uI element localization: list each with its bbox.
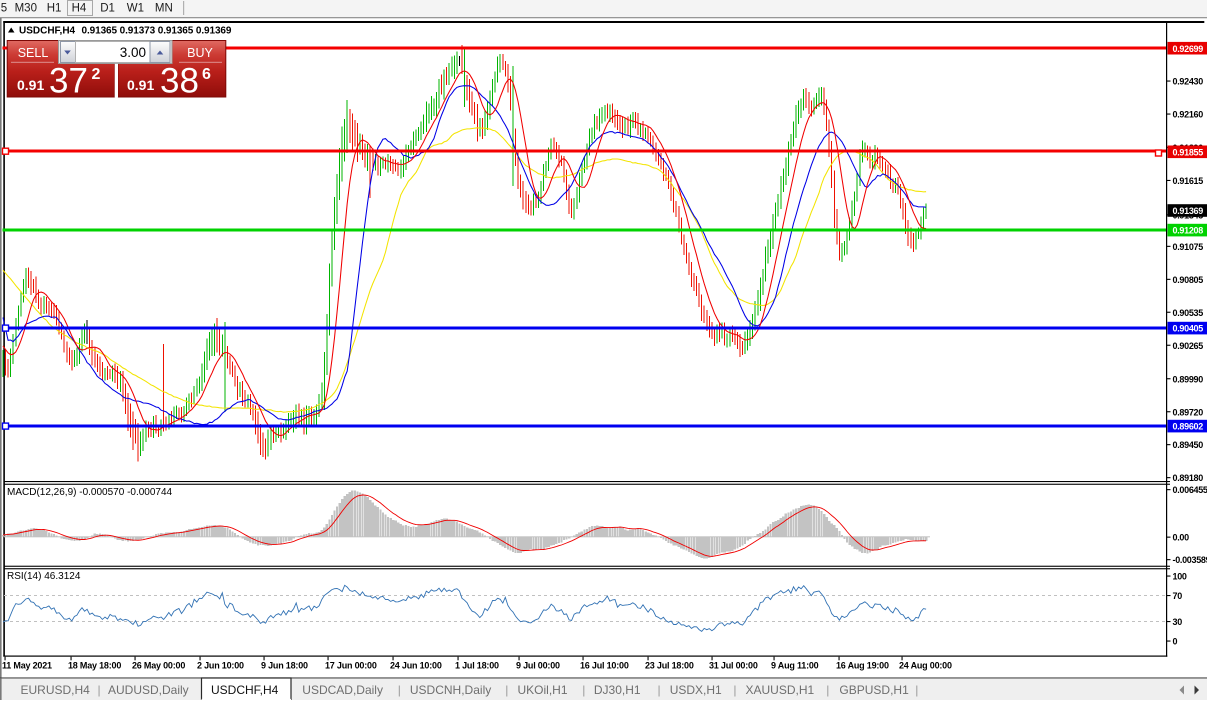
svg-text:H1: H1 xyxy=(47,3,62,15)
svg-text:24 Jun 10:00: 24 Jun 10:00 xyxy=(390,661,442,671)
svg-text:|: | xyxy=(98,683,101,697)
svg-text:24 Aug 00:00: 24 Aug 00:00 xyxy=(899,661,952,671)
svg-text:USDCAD,Daily: USDCAD,Daily xyxy=(302,683,383,697)
svg-text:0.90805: 0.90805 xyxy=(1173,275,1204,285)
svg-text:0.89990: 0.89990 xyxy=(1173,374,1204,384)
svg-text:0.91208: 0.91208 xyxy=(1173,226,1204,236)
svg-text:USDCHF,H4: USDCHF,H4 xyxy=(211,683,279,697)
svg-text:70: 70 xyxy=(1173,591,1183,601)
svg-text:16 Jul 10:00: 16 Jul 10:00 xyxy=(580,661,629,671)
svg-text:0.89720: 0.89720 xyxy=(1173,407,1204,417)
svg-text:|: | xyxy=(398,683,401,697)
svg-text:30: 30 xyxy=(1173,617,1183,627)
svg-text:0.91369: 0.91369 xyxy=(1173,206,1204,216)
svg-text:0.90535: 0.90535 xyxy=(1173,308,1204,318)
svg-text:USDX,H1: USDX,H1 xyxy=(670,683,722,697)
svg-text:37: 37 xyxy=(49,62,88,101)
svg-text:|: | xyxy=(658,683,661,697)
svg-text:0.92430: 0.92430 xyxy=(1173,77,1204,87)
svg-text:0.92699: 0.92699 xyxy=(1173,44,1204,54)
svg-text:DJ30,H1: DJ30,H1 xyxy=(594,683,641,697)
svg-text:0.006455: 0.006455 xyxy=(1173,485,1207,495)
svg-text:XAUUSD,H1: XAUUSD,H1 xyxy=(746,683,815,697)
svg-text:UKOil,H1: UKOil,H1 xyxy=(518,683,568,697)
svg-text:GBPUSD,H1: GBPUSD,H1 xyxy=(839,683,909,697)
svg-text:0.89602: 0.89602 xyxy=(1173,422,1204,432)
svg-text:2 Jun 10:00: 2 Jun 10:00 xyxy=(197,661,244,671)
svg-text:MACD(12,26,9) -0.000570 -0.000: MACD(12,26,9) -0.000570 -0.000744 xyxy=(7,487,173,498)
svg-text:0.89450: 0.89450 xyxy=(1173,440,1204,450)
svg-text:AUDUSD,Daily: AUDUSD,Daily xyxy=(108,683,189,697)
svg-text:MN: MN xyxy=(155,3,173,15)
svg-text:0.91365 0.91373 0.91365 0.9136: 0.91365 0.91373 0.91365 0.91369 xyxy=(82,26,232,37)
svg-text:EURUSD,H4: EURUSD,H4 xyxy=(21,683,91,697)
svg-text:6: 6 xyxy=(202,66,211,83)
svg-text:|: | xyxy=(826,683,829,697)
svg-text:H4: H4 xyxy=(72,3,87,15)
svg-text:|: | xyxy=(505,683,508,697)
svg-text:9 Jun 18:00: 9 Jun 18:00 xyxy=(261,661,308,671)
svg-text:1 Jul 18:00: 1 Jul 18:00 xyxy=(455,661,499,671)
svg-text:11 May 2021: 11 May 2021 xyxy=(2,661,52,671)
svg-text:17 Jun 00:00: 17 Jun 00:00 xyxy=(325,661,377,671)
svg-text:3.00: 3.00 xyxy=(120,45,146,60)
svg-text:100: 100 xyxy=(1173,572,1187,582)
svg-text:USDCHF,H4: USDCHF,H4 xyxy=(19,26,76,37)
svg-text:9 Jul 00:00: 9 Jul 00:00 xyxy=(516,661,560,671)
svg-text:23 Jul 18:00: 23 Jul 18:00 xyxy=(645,661,694,671)
svg-text:0.90265: 0.90265 xyxy=(1173,341,1204,351)
svg-text:31 Jul 00:00: 31 Jul 00:00 xyxy=(709,661,758,671)
svg-text:2: 2 xyxy=(92,66,101,83)
svg-text:BUY: BUY xyxy=(187,46,213,60)
svg-text:16 Aug 19:00: 16 Aug 19:00 xyxy=(836,661,889,671)
svg-text:0.00: 0.00 xyxy=(1173,533,1190,543)
svg-text:|: | xyxy=(582,683,585,697)
svg-text:0.91855: 0.91855 xyxy=(1173,147,1204,157)
svg-text:26 May 00:00: 26 May 00:00 xyxy=(132,661,185,671)
svg-text:5: 5 xyxy=(1,3,7,15)
svg-text:D1: D1 xyxy=(100,3,115,15)
svg-text:0.91615: 0.91615 xyxy=(1173,176,1204,186)
svg-text:|: | xyxy=(915,683,918,697)
svg-text:18 May 18:00: 18 May 18:00 xyxy=(68,661,121,671)
svg-text:0.91: 0.91 xyxy=(17,77,44,93)
svg-text:|: | xyxy=(733,683,736,697)
svg-text:-0.003589: -0.003589 xyxy=(1173,555,1207,565)
svg-text:0: 0 xyxy=(1173,637,1178,647)
svg-text:USDCNH,Daily: USDCNH,Daily xyxy=(410,683,491,697)
svg-text:0.89180: 0.89180 xyxy=(1173,473,1204,483)
svg-text:0.92160: 0.92160 xyxy=(1173,110,1204,120)
svg-text:RSI(14) 46.3124: RSI(14) 46.3124 xyxy=(7,571,81,582)
svg-text:M30: M30 xyxy=(15,3,37,15)
svg-text:38: 38 xyxy=(160,62,199,101)
svg-text:SELL: SELL xyxy=(18,46,49,60)
svg-text:0.91: 0.91 xyxy=(127,77,154,93)
svg-text:0.90405: 0.90405 xyxy=(1173,324,1204,334)
svg-text:0.91075: 0.91075 xyxy=(1173,242,1204,252)
svg-text:W1: W1 xyxy=(127,3,144,15)
svg-text:9 Aug 11:00: 9 Aug 11:00 xyxy=(771,661,819,671)
